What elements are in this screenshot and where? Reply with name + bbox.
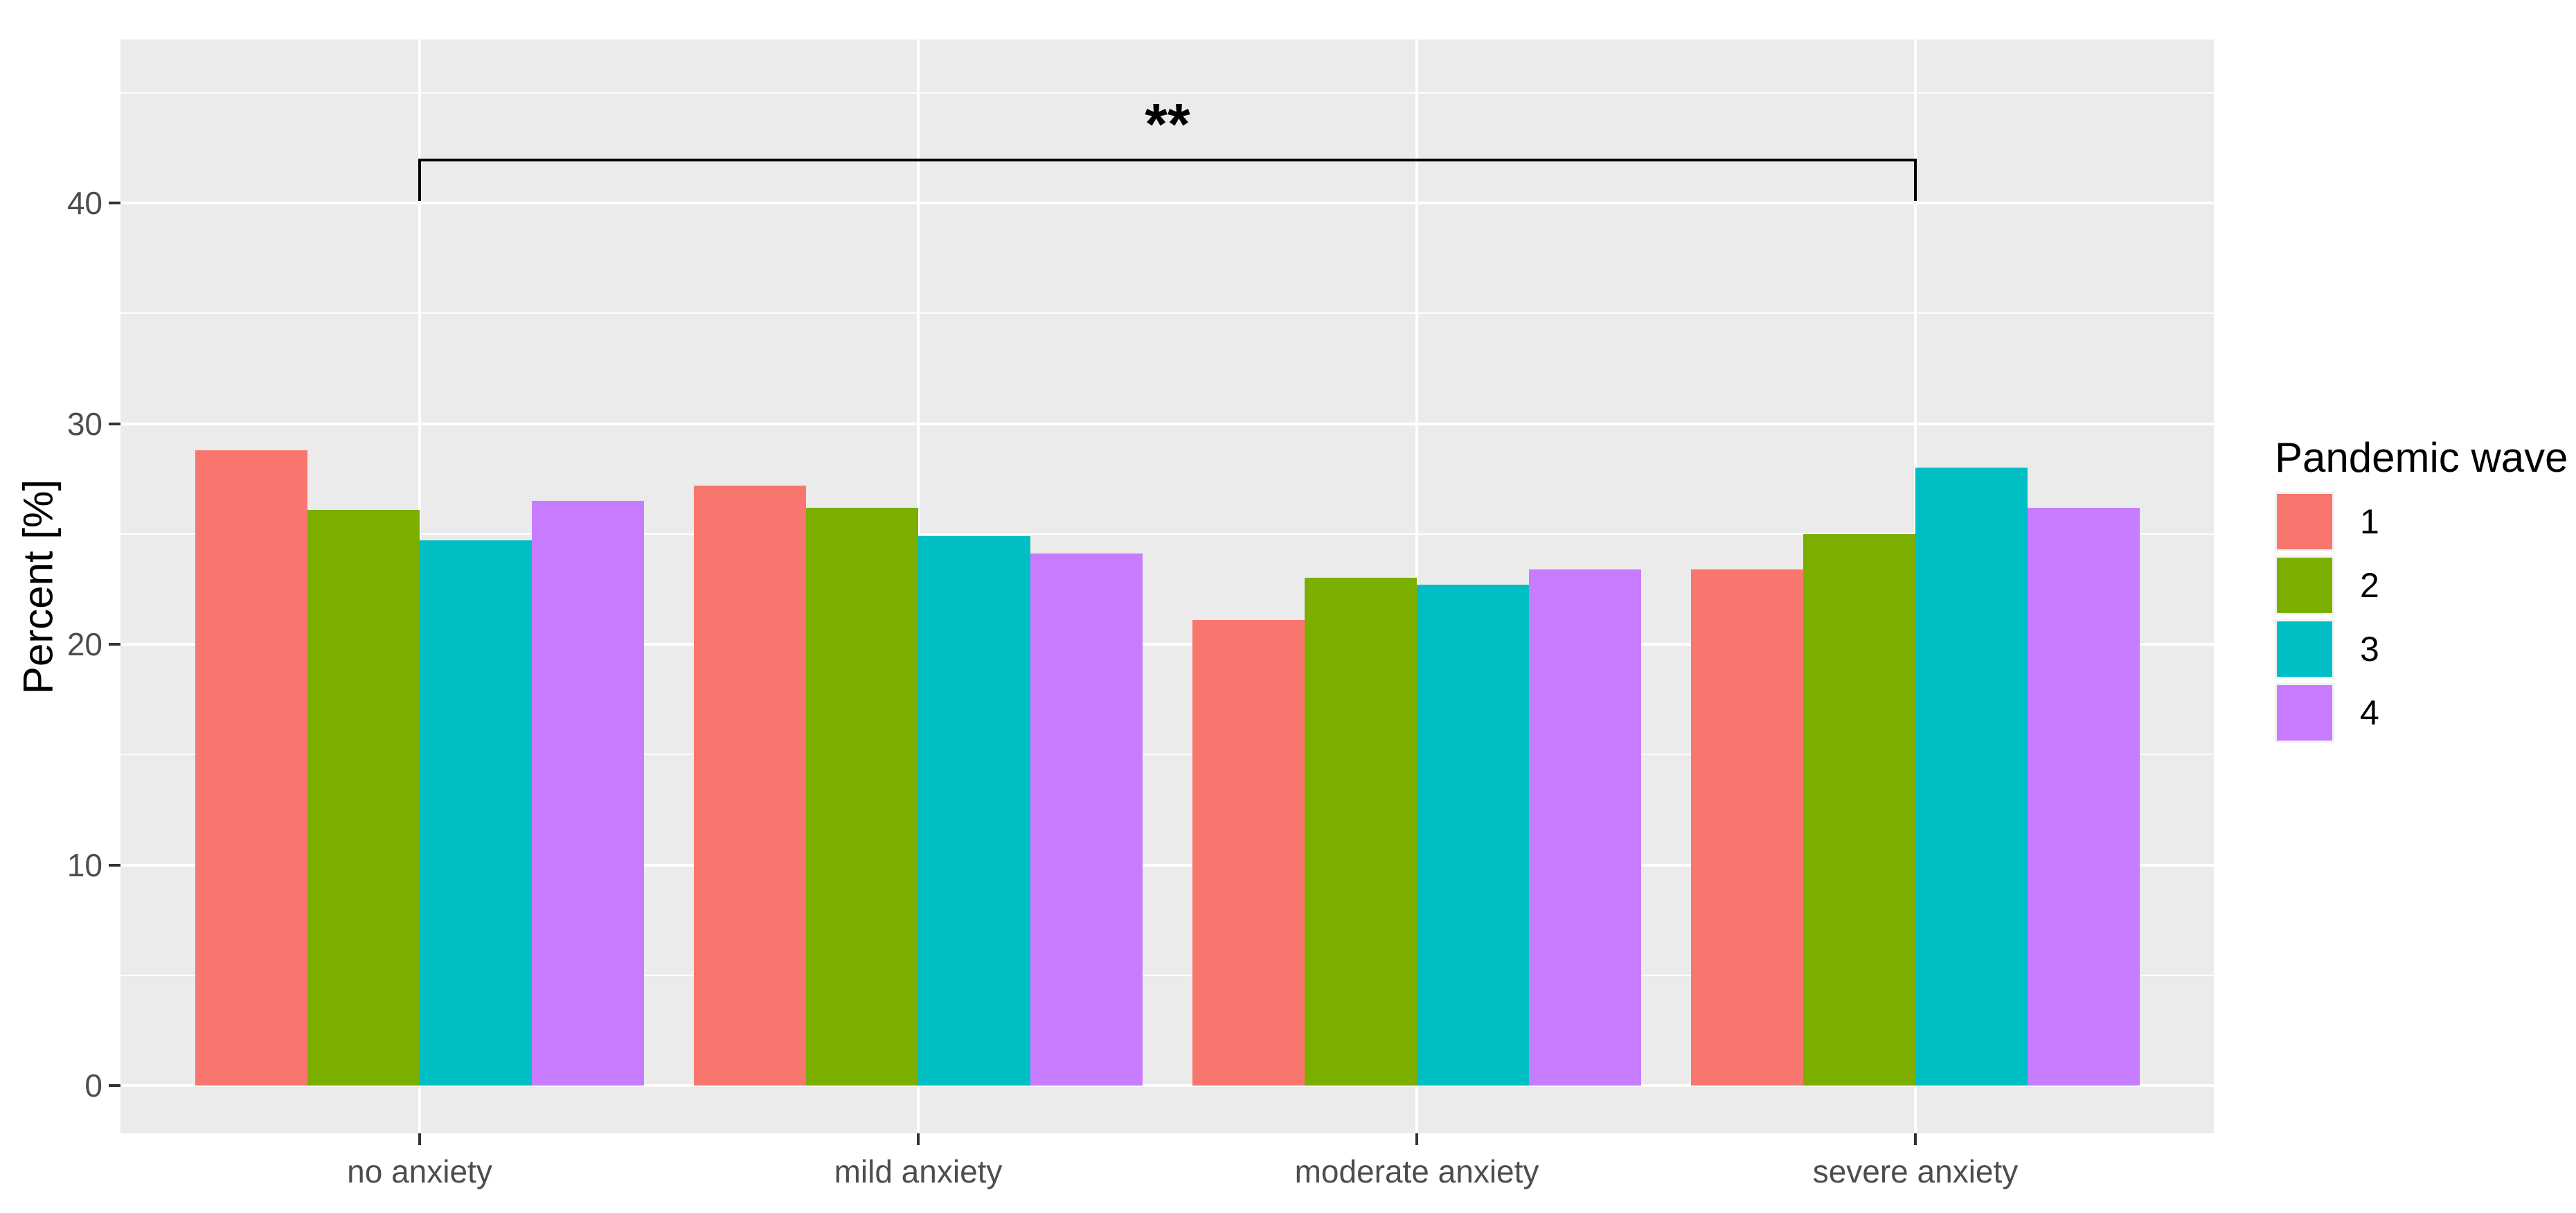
bar-wave3-moderate-anxiety: [1417, 585, 1529, 1086]
legend-swatch-wave2: [2277, 558, 2332, 613]
x-tick-label: severe anxiety: [1812, 1153, 2019, 1189]
y-tick-label: 30: [66, 405, 102, 442]
legend-swatch-wave4: [2277, 685, 2332, 741]
bar-wave4-severe-anxiety: [2028, 507, 2140, 1086]
y-tick-mark: [109, 422, 120, 425]
bar-wave1-no-anxiety: [195, 450, 307, 1086]
bar-wave2-no-anxiety: [307, 509, 420, 1086]
major-gridline: [120, 643, 2214, 646]
bar-wave1-severe-anxiety: [1691, 569, 1803, 1086]
bar-wave2-severe-anxiety: [1803, 533, 1915, 1086]
x-tick-mark: [1914, 1133, 1917, 1145]
bar-wave3-no-anxiety: [420, 540, 532, 1086]
major-gridline: [120, 1084, 2214, 1087]
significance-bracket-line: [418, 159, 1917, 162]
legend-label-wave2: 2: [2360, 566, 2379, 605]
y-tick-label: 0: [84, 1068, 102, 1104]
significance-stars: **: [1145, 91, 1190, 157]
bar-wave4-moderate-anxiety: [1529, 569, 1641, 1086]
major-gridline: [120, 863, 2214, 867]
x-tick-mark: [1415, 1133, 1418, 1145]
minor-gridline: [120, 754, 2214, 756]
bar-wave1-moderate-anxiety: [1192, 619, 1305, 1086]
major-gridline: [120, 202, 2214, 204]
y-tick-mark: [109, 863, 120, 867]
bar-wave3-severe-anxiety: [1915, 468, 2028, 1086]
minor-gridline: [120, 533, 2214, 535]
y-axis-title: Percent [%]: [15, 479, 62, 694]
minor-gridline: [120, 974, 2214, 976]
bar-wave1-mild-anxiety: [694, 485, 806, 1086]
legend-key-wave2: [2275, 556, 2334, 615]
bar-wave2-moderate-anxiety: [1305, 578, 1417, 1086]
legend-label-wave3: 3: [2360, 630, 2379, 669]
y-tick-label: 10: [66, 847, 102, 883]
legend-key-wave1: [2275, 492, 2334, 551]
x-tick-label: no anxiety: [347, 1153, 492, 1189]
bar-wave4-mild-anxiety: [1030, 554, 1143, 1086]
bar-wave3-mild-anxiety: [918, 535, 1030, 1086]
legend-label-wave4: 4: [2360, 693, 2379, 732]
bar-wave2-mild-anxiety: [806, 507, 918, 1086]
minor-gridline: [120, 312, 2214, 315]
y-tick-mark: [109, 643, 120, 646]
major-gridline: [120, 422, 2214, 425]
significance-bracket-left-tip: [418, 159, 421, 201]
y-tick-label: 40: [66, 185, 102, 221]
x-tick-mark: [917, 1133, 920, 1145]
x-tick-mark: [418, 1133, 421, 1145]
significance-bracket-right-tip: [1914, 159, 1917, 201]
legend-title: Pandemic wave: [2275, 434, 2568, 481]
legend-swatch-wave1: [2277, 494, 2332, 549]
y-tick-mark: [109, 202, 120, 204]
x-tick-label: mild anxiety: [834, 1153, 1003, 1189]
plot-panel: **: [120, 39, 2214, 1133]
minor-gridline: [120, 91, 2214, 94]
bar-wave4-no-anxiety: [532, 500, 644, 1086]
legend-key-wave4: [2275, 683, 2334, 743]
legend-swatch-wave3: [2277, 621, 2332, 677]
y-tick-label: 20: [66, 626, 102, 662]
y-tick-mark: [109, 1084, 120, 1087]
legend-label-wave1: 1: [2360, 502, 2379, 541]
x-tick-label: moderate anxiety: [1294, 1153, 1539, 1189]
legend-key-wave3: [2275, 619, 2334, 679]
